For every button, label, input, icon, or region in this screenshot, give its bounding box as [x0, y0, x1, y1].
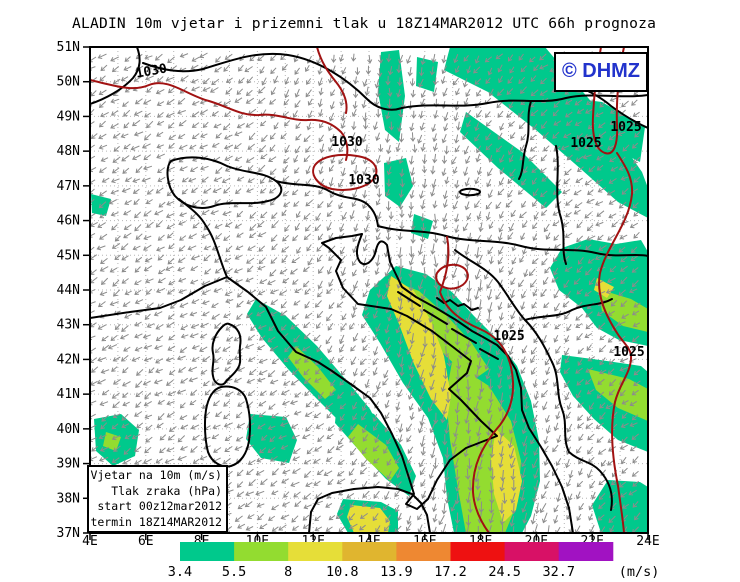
svg-text:8: 8 — [284, 564, 292, 580]
border-serbia-kosovo — [524, 298, 613, 321]
svg-text:1025: 1025 — [610, 120, 641, 135]
svg-text:24.5: 24.5 — [488, 564, 521, 580]
border-bosnia — [454, 249, 553, 363]
svg-text:5.5: 5.5 — [222, 564, 246, 580]
axis-ticks — [83, 46, 649, 540]
svg-text:37N: 37N — [57, 526, 80, 541]
svg-text:42N: 42N — [57, 352, 80, 367]
svg-text:17.2: 17.2 — [434, 564, 467, 580]
isobar-1025-adriatic — [439, 236, 515, 533]
svg-text:39N: 39N — [57, 457, 80, 472]
isobar-1025-velebit-loop — [435, 263, 469, 290]
svg-text:10.8: 10.8 — [326, 564, 359, 580]
svg-text:48N: 48N — [57, 144, 80, 159]
border-france-italy — [178, 198, 228, 278]
border-rhine — [90, 47, 141, 105]
info-line-termin: termin 18Z14MAR2012 — [90, 514, 222, 529]
svg-text:46N: 46N — [57, 214, 80, 229]
isobar-1030-loop — [312, 153, 378, 191]
svg-text:43N: 43N — [57, 318, 80, 333]
border-czech — [142, 52, 403, 111]
svg-text:41N: 41N — [57, 387, 80, 402]
svg-text:38N: 38N — [57, 491, 80, 506]
info-line-variable: Vjetar na 10m (m/s) — [90, 468, 222, 482]
adriatic-islands — [397, 291, 499, 360]
svg-text:44N: 44N — [57, 283, 80, 298]
svg-text:6E: 6E — [138, 534, 154, 549]
coastlines-borders — [90, 47, 648, 533]
svg-text:40N: 40N — [57, 422, 80, 437]
coast-italy-france — [90, 233, 498, 510]
svg-text:1030: 1030 — [348, 173, 379, 188]
border-slovakia — [518, 100, 532, 180]
svg-text:3.4: 3.4 — [168, 564, 192, 580]
isobar-contours — [90, 47, 634, 533]
outline-corsica — [211, 322, 242, 386]
coast-croatia-albania — [355, 233, 574, 533]
svg-text:13.9: 13.9 — [380, 564, 413, 580]
outline-sardinia — [203, 385, 251, 468]
velebit-ridge — [436, 297, 479, 311]
dhmz-watermark-text: © DHMZ — [561, 60, 641, 82]
border-austria-north — [401, 94, 648, 109]
border-serbia-vertical — [555, 145, 567, 265]
wind-speed-shading — [91, 47, 648, 533]
coast-sicily — [308, 486, 431, 533]
svg-text:4E: 4E — [82, 534, 98, 549]
svg-text:1030: 1030 — [135, 61, 169, 81]
svg-text:24E: 24E — [636, 534, 659, 549]
svg-text:1025: 1025 — [613, 345, 644, 360]
wind-speed-colorbar: 3.4 5.5 8 10.8 13.9 17.2 24.5 32.7 (m/s) — [168, 542, 660, 580]
info-line-pressure: Tlak zraka (hPa) — [111, 483, 222, 498]
svg-text:1025: 1025 — [570, 136, 601, 151]
info-line-start: start 00z12mar2012 — [97, 499, 222, 513]
latitude-axis-labels: 51N 50N 49N 48N 47N 46N 45N 44N 43N 42N 41N 40N 39N 3… — [57, 40, 80, 541]
svg-text:49N: 49N — [57, 109, 80, 124]
svg-text:51N: 51N — [57, 40, 80, 55]
border-montenegro-albania — [551, 361, 613, 511]
svg-text:1025: 1025 — [493, 329, 524, 344]
svg-text:47N: 47N — [57, 179, 80, 194]
svg-text:1030: 1030 — [331, 135, 362, 150]
isobar-labels: 1030 1030 1030 1025 1025 1025 1025 — [135, 61, 645, 360]
border-hungary-croatia — [377, 225, 648, 257]
svg-text:32.7: 32.7 — [542, 564, 575, 580]
isobar-1025-trough — [591, 47, 625, 155]
svg-text:45N: 45N — [57, 248, 80, 263]
svg-text:50N: 50N — [57, 75, 80, 90]
map-title: ALADIN 10m vjetar i prizemni tlak u 18Z1… — [72, 15, 657, 32]
svg-text:(m/s): (m/s) — [619, 564, 660, 580]
border-alps-slovenia — [275, 180, 379, 227]
lake-balaton — [459, 187, 481, 197]
forecast-info-box: Vjetar na 10m (m/s) Tlak zraka (hPa) sta… — [87, 465, 228, 533]
outline-switzerland — [166, 156, 283, 209]
dhmz-watermark-box: © DHMZ — [554, 52, 648, 92]
isobar-1025-east — [598, 152, 634, 533]
isobar-1030-west — [90, 79, 349, 161]
isobar-1030-north — [316, 47, 348, 114]
